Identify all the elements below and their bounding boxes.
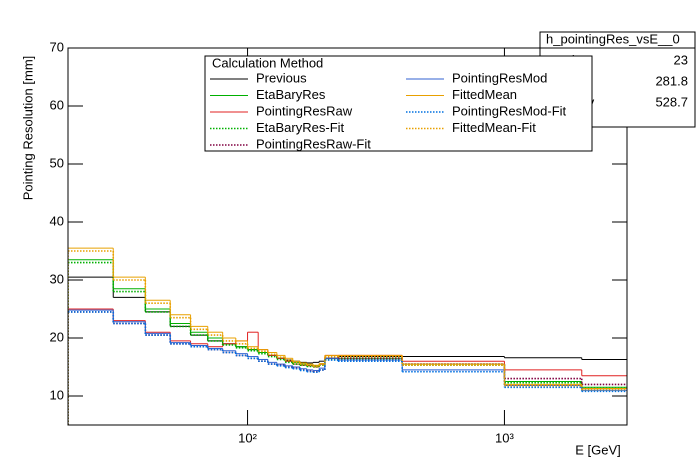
y-tick-label: 30 [50,271,64,286]
legend-label: PointingResRaw-Fit [256,136,371,151]
plot-frame [67,47,628,426]
legend-label: PointingResRaw [256,103,353,118]
stats-value: 23 [674,52,688,67]
x-tick-label: 10³ [495,430,514,445]
stats-value: 281.8 [655,73,688,88]
legend-label: EtaBaryRes [256,87,326,102]
stats-title: h_pointingRes_vsE__0 [546,31,680,46]
y-tick-label: 20 [50,329,64,344]
y-tick-label: 40 [50,213,64,228]
stats-value: 528.7 [655,94,688,109]
x-tick-label: 10² [238,430,257,445]
y-tick-label: 50 [50,155,64,170]
y-tick-label: 60 [50,97,64,112]
legend-label: Previous [256,70,307,85]
y-tick-label: 10 [50,387,64,402]
plot-area [68,247,627,425]
legend-label: PointingResMod [452,70,547,85]
y-tick-label: 70 [50,39,64,54]
legend-label: FittedMean [452,87,517,102]
legend-box [204,55,593,152]
y-axis-label: Pointing Resolution [mm] [20,56,35,201]
legend-title: Calculation Method [212,55,323,70]
x-axis-label: E [GeV] [575,442,621,457]
legend-label: EtaBaryRes-Fit [256,120,345,135]
legend-label: FittedMean-Fit [452,120,536,135]
legend-label: PointingResMod-Fit [452,103,567,118]
